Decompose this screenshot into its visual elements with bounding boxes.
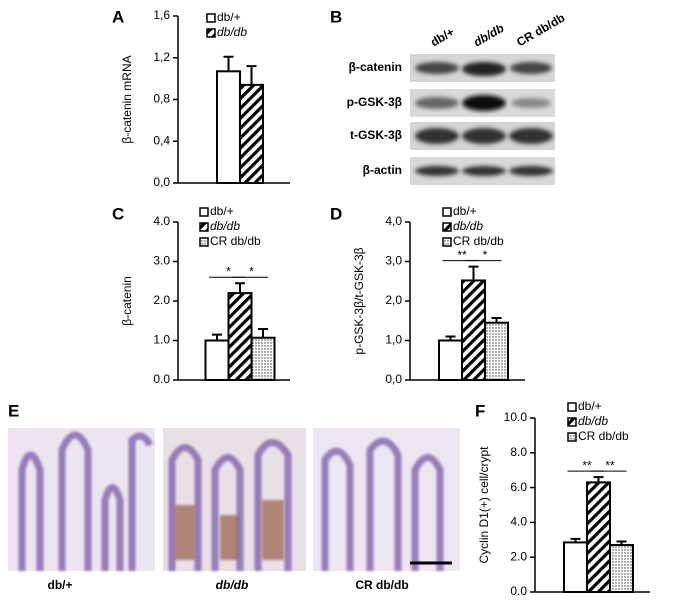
bar bbox=[586, 481, 611, 594]
y-tick-label: 0,0 bbox=[385, 372, 402, 386]
western-blot: db/+ db/db CR db/db β-catenin p-GSK-3β t… bbox=[347, 11, 567, 185]
error-bar bbox=[246, 65, 257, 85]
legend-swatch bbox=[206, 28, 216, 38]
y-tick-label: 0,4 bbox=[153, 133, 170, 147]
panel-label: A bbox=[112, 7, 124, 26]
legend-label: db/+ bbox=[453, 204, 477, 218]
row-label: β-actin bbox=[363, 163, 402, 177]
legend-label: db/+ bbox=[210, 204, 234, 218]
bar bbox=[239, 83, 264, 184]
bar bbox=[250, 336, 276, 381]
lane-label: CR db/db bbox=[514, 11, 567, 50]
significance-label: * bbox=[483, 248, 488, 262]
y-tick-label: 0.0 bbox=[153, 372, 170, 386]
y-tick-label: 1,2 bbox=[153, 50, 170, 64]
row-label: t-GSK-3β bbox=[350, 128, 402, 142]
panel-label: D bbox=[330, 204, 342, 223]
significance-label: ** bbox=[582, 458, 592, 472]
lane-label: db/+ bbox=[428, 25, 457, 50]
y-tick-label: 4.0 bbox=[510, 515, 527, 529]
error-bar bbox=[212, 333, 222, 341]
histology: db/+ db/db CR db/db bbox=[8, 428, 460, 592]
y-tick-label: 4,0 bbox=[385, 214, 402, 228]
y-tick-label: 0,0 bbox=[153, 175, 170, 189]
image-label: db/db bbox=[216, 578, 249, 592]
legend-label: db/+ bbox=[217, 10, 241, 24]
lane-label: db/db bbox=[471, 21, 506, 49]
legend-swatch bbox=[567, 432, 577, 442]
y-tick-label: 6.0 bbox=[510, 480, 527, 494]
bar bbox=[609, 544, 634, 594]
panel-label: B bbox=[330, 7, 342, 26]
y-tick-label: 1,0 bbox=[385, 333, 402, 347]
error-bar bbox=[491, 316, 502, 323]
panel-label: E bbox=[8, 401, 19, 420]
legend-label: db/db bbox=[453, 219, 483, 233]
legend-swatch bbox=[206, 13, 216, 23]
y-tick-label: 4.0 bbox=[153, 214, 170, 228]
y-tick-label: 0.0 bbox=[510, 584, 527, 598]
legend-label: db/db bbox=[217, 25, 247, 39]
blot-bands bbox=[415, 62, 553, 176]
legend-swatch bbox=[567, 417, 577, 427]
y-tick-label: 2,0 bbox=[385, 293, 402, 307]
y-tick-label: 1.0 bbox=[153, 333, 170, 347]
image-label: db/+ bbox=[47, 578, 72, 592]
y-tick-label: 8.0 bbox=[510, 445, 527, 459]
error-bar bbox=[616, 540, 627, 546]
legend-swatch bbox=[199, 237, 209, 247]
legend-swatch bbox=[567, 402, 577, 412]
significance-label: * bbox=[249, 264, 254, 278]
legend-label: db/db bbox=[210, 219, 240, 233]
significance-label: ** bbox=[457, 248, 467, 262]
error-bar bbox=[593, 476, 604, 483]
bar bbox=[461, 279, 486, 381]
y-tick-label: 3.0 bbox=[153, 254, 170, 268]
error-bar bbox=[570, 537, 581, 543]
legend-label: CR db/db bbox=[453, 234, 504, 248]
error-bar bbox=[445, 335, 456, 341]
row-label: β-catenin bbox=[349, 60, 402, 74]
legend-swatch bbox=[442, 222, 452, 232]
legend-label: db/+ bbox=[578, 399, 602, 413]
y-tick-label: 10.0 bbox=[504, 410, 528, 424]
legend-swatch bbox=[442, 207, 452, 217]
legend-label: CR db/db bbox=[578, 429, 629, 443]
error-bar bbox=[468, 265, 479, 281]
image-label: CR db/db bbox=[355, 578, 408, 592]
significance-label: ** bbox=[605, 458, 615, 472]
y-axis-title: β-catenin mRNA bbox=[120, 55, 134, 143]
bar bbox=[227, 292, 253, 382]
legend-swatch bbox=[442, 237, 452, 247]
y-tick-label: 0,8 bbox=[153, 92, 170, 106]
y-tick-label: 2.0 bbox=[153, 293, 170, 307]
legend-label: CR db/db bbox=[210, 234, 261, 248]
legend-swatch bbox=[199, 222, 209, 232]
bar bbox=[216, 70, 241, 184]
y-axis-title: p-GSK-3β/t-GSK-3β bbox=[352, 247, 366, 354]
y-axis-title: Cyclin D1(+) cell/crypt bbox=[477, 446, 491, 564]
error-bar bbox=[235, 282, 245, 294]
y-axis-title: β-catenin bbox=[120, 276, 134, 326]
legend-label: db/db bbox=[578, 414, 608, 428]
significance-label: * bbox=[226, 264, 231, 278]
y-tick-label: 2.0 bbox=[510, 549, 527, 563]
error-bar bbox=[223, 55, 234, 72]
bar bbox=[204, 339, 230, 381]
bar bbox=[438, 339, 463, 381]
error-bar bbox=[258, 328, 268, 338]
row-label: p-GSK-3β bbox=[347, 95, 402, 109]
bar bbox=[484, 321, 509, 382]
bar bbox=[563, 541, 588, 593]
panel-label: F bbox=[475, 401, 485, 420]
legend-swatch bbox=[199, 207, 209, 217]
y-tick-label: 1,6 bbox=[153, 8, 170, 22]
y-tick-label: 3,0 bbox=[385, 254, 402, 268]
panel-label: C bbox=[112, 204, 124, 223]
